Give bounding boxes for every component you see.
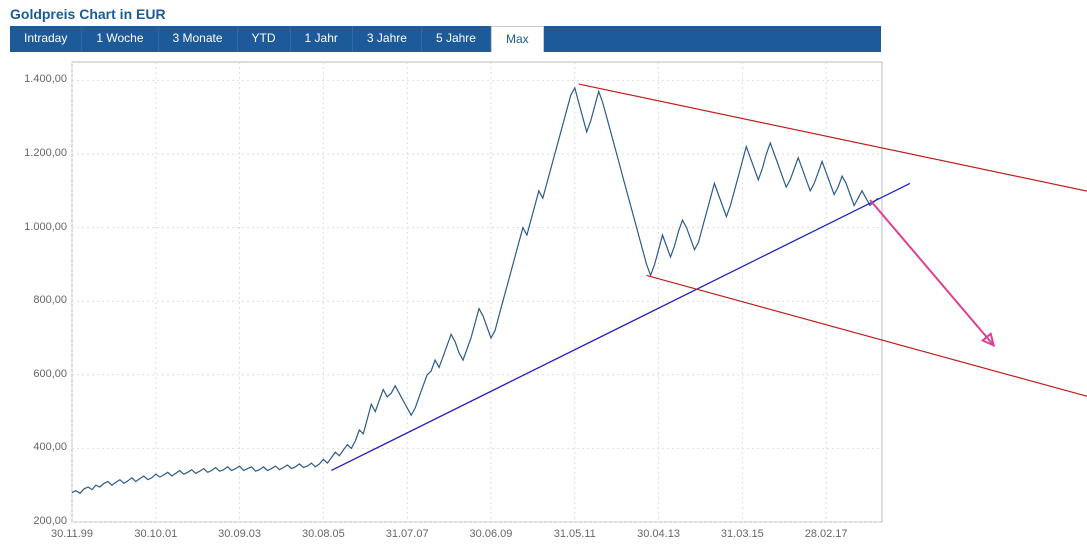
x-axis-label: 30.11.99 [51,528,93,540]
y-axis-label: 800,00 [7,294,67,306]
y-axis-label: 400,00 [7,441,67,453]
x-axis-label: 30.10.01 [134,528,177,540]
tab-ytd[interactable]: YTD [238,26,291,52]
y-axis-label: 1.400,00 [7,73,67,85]
x-axis-label: 30.08.05 [302,528,345,540]
tab-3-monate[interactable]: 3 Monate [159,26,238,52]
x-axis-label: 30.09.03 [218,528,261,540]
x-axis-label: 31.03.15 [721,528,764,540]
x-axis-label: 31.05.11 [554,528,596,540]
x-axis-label: 28.02.17 [805,528,848,540]
tab-1-woche[interactable]: 1 Woche [82,26,158,52]
y-axis-label: 600,00 [7,368,67,380]
x-axis-label: 31.07.07 [386,528,429,540]
tab-5-jahre[interactable]: 5 Jahre [422,26,491,52]
y-axis-label: 200,00 [7,515,67,527]
tab-3-jahre[interactable]: 3 Jahre [353,26,422,52]
x-axis-label: 30.04.13 [637,528,680,540]
y-axis-label: 1.000,00 [7,221,67,233]
chart-container: Goldpreis Chart in EUR Intraday1 Woche3 … [0,0,1087,547]
chart-title: Goldpreis Chart in EUR [0,0,1087,26]
tab-intraday[interactable]: Intraday [10,26,82,52]
tab-1-jahr[interactable]: 1 Jahr [291,26,353,52]
y-axis-label: 1.200,00 [7,147,67,159]
tab-max[interactable]: Max [491,26,544,52]
price-chart-svg [0,52,1087,550]
x-axis-label: 30.06.09 [470,528,513,540]
timeframe-tabs: Intraday1 Woche3 MonateYTD1 Jahr3 Jahre5… [10,26,881,52]
chart-area: 200,00 400,00 600,00 800,00 1.000,00 1.200,00… [0,52,882,550]
